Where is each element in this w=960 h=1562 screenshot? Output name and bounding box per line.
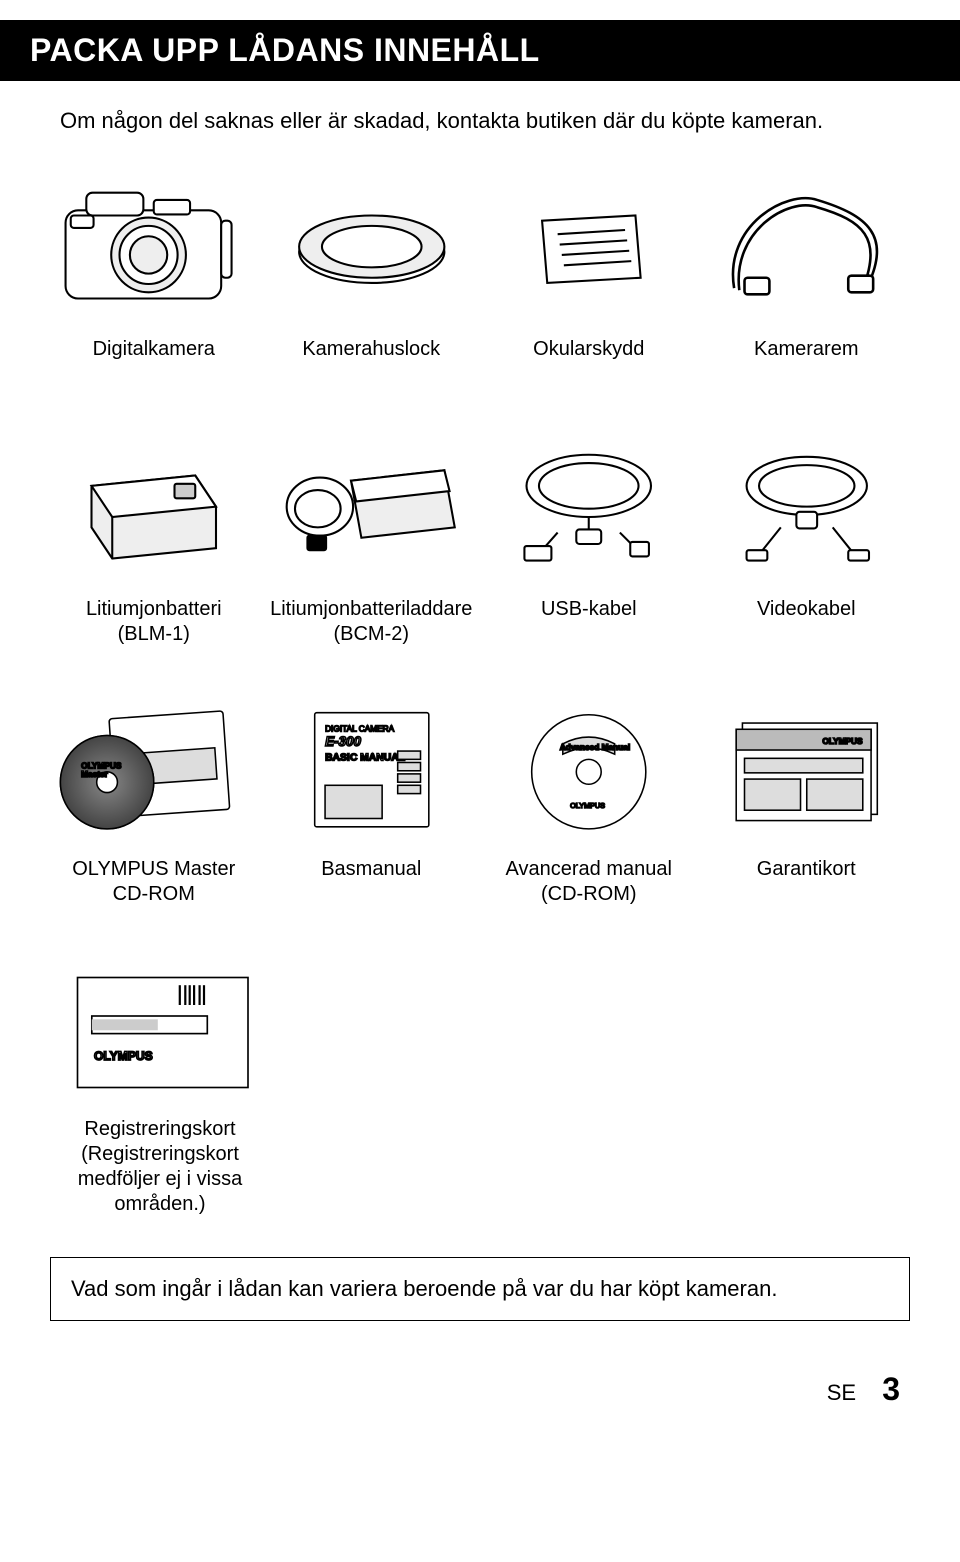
item-label: Basmanual bbox=[321, 857, 421, 907]
warranty-card-icon: OLYMPUS bbox=[703, 687, 911, 847]
item-label: Avancerad manual(CD-ROM) bbox=[506, 857, 672, 907]
item-label: Okularskydd bbox=[533, 337, 644, 387]
item-cell: Digitalkamera bbox=[50, 167, 258, 387]
item-cell: DIGITAL CAMERA E-300 BASIC MANUAL Basman… bbox=[268, 687, 476, 907]
usb-cable-icon bbox=[485, 427, 693, 587]
item-label: Kamerarem bbox=[754, 337, 858, 387]
item-cell: OLYMPUS Master OLYMPUS MasterCD-ROM bbox=[50, 687, 258, 907]
item-cell: Kamerarem bbox=[703, 167, 911, 387]
item-cell: Advanced Manual OLYMPUS Avancerad manual… bbox=[485, 687, 693, 907]
registration-card-icon: OLYMPUS bbox=[50, 947, 270, 1107]
basic-manual-icon: DIGITAL CAMERA E-300 BASIC MANUAL bbox=[268, 687, 476, 847]
items-row-3: OLYMPUS Master OLYMPUS MasterCD-ROM DIGI… bbox=[50, 687, 910, 907]
note-box: Vad som ingår i lådan kan variera beroen… bbox=[50, 1257, 910, 1321]
item-label: Kamerahuslock bbox=[302, 337, 440, 387]
svg-text:OLYMPUS: OLYMPUS bbox=[822, 736, 863, 746]
item-label: Digitalkamera bbox=[93, 337, 215, 387]
svg-text:Advanced Manual: Advanced Manual bbox=[560, 742, 631, 752]
item-label: Registreringskort(Registreringskortmedfö… bbox=[78, 1117, 243, 1217]
svg-text:BASIC MANUAL: BASIC MANUAL bbox=[325, 753, 406, 764]
item-cell: Kamerahuslock bbox=[268, 167, 476, 387]
svg-text:OLYMPUS: OLYMPUS bbox=[94, 1049, 153, 1063]
item-cell: Videokabel bbox=[703, 427, 911, 647]
note-text: Vad som ingår i lådan kan variera beroen… bbox=[71, 1276, 777, 1301]
camera-icon bbox=[50, 167, 258, 327]
item-label: Litiumjonbatteriladdare(BCM-2) bbox=[270, 597, 472, 647]
svg-text:OLYMPUS: OLYMPUS bbox=[570, 801, 605, 810]
page-footer: SE 3 bbox=[50, 1371, 910, 1408]
advanced-manual-cd-icon: Advanced Manual OLYMPUS bbox=[485, 687, 693, 847]
svg-text:DIGITAL CAMERA: DIGITAL CAMERA bbox=[325, 724, 395, 734]
video-cable-icon bbox=[703, 427, 911, 587]
item-label: OLYMPUS MasterCD-ROM bbox=[72, 857, 235, 907]
items-row-1: Digitalkamera Kamerahuslock bbox=[50, 167, 910, 387]
item-cell: Litiumjonbatteriladdare(BCM-2) bbox=[268, 427, 476, 647]
item-cell: OLYMPUS Garantikort bbox=[703, 687, 911, 907]
item-label: Garantikort bbox=[757, 857, 856, 907]
battery-icon bbox=[50, 427, 258, 587]
item-cell: USB-kabel bbox=[485, 427, 693, 647]
svg-text:Master: Master bbox=[81, 769, 109, 779]
charger-icon bbox=[268, 427, 476, 587]
item-label: USB-kabel bbox=[541, 597, 637, 647]
svg-text:E-300: E-300 bbox=[325, 734, 361, 749]
strap-icon bbox=[703, 167, 911, 327]
intro-text: Om någon del saknas eller är skadad, kon… bbox=[50, 106, 910, 137]
footer-lang: SE bbox=[827, 1380, 856, 1405]
eyecup-icon bbox=[485, 167, 693, 327]
item-cell: Okularskydd bbox=[485, 167, 693, 387]
item-cell: Litiumjonbatteri(BLM-1) bbox=[50, 427, 258, 647]
cdrom-master-icon: OLYMPUS Master bbox=[50, 687, 258, 847]
item-label: Litiumjonbatteri(BLM-1) bbox=[86, 597, 222, 647]
items-row-2: Litiumjonbatteri(BLM-1) Litiumjonbatteri… bbox=[50, 427, 910, 647]
section-title: PACKA UPP LÅDANS INNEHÅLL bbox=[30, 32, 940, 69]
item-label: Videokabel bbox=[757, 597, 856, 647]
section-title-bar: PACKA UPP LÅDANS INNEHÅLL bbox=[0, 20, 960, 81]
items-row-4: OLYMPUS Registreringskort(Registreringsk… bbox=[50, 947, 910, 1217]
item-cell: OLYMPUS Registreringskort(Registreringsk… bbox=[50, 947, 270, 1217]
footer-page-number: 3 bbox=[882, 1371, 900, 1407]
bodycap-icon bbox=[268, 167, 476, 327]
